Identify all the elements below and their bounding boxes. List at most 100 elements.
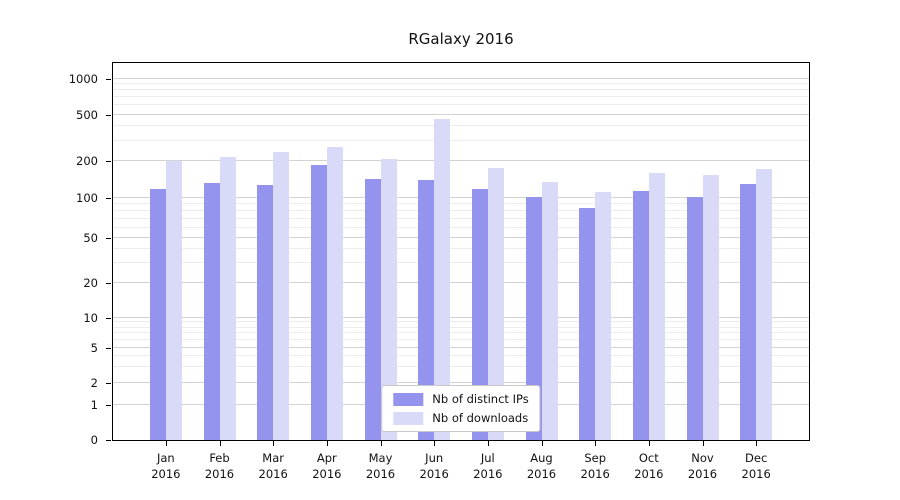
bar-downloads-jan bbox=[165, 161, 182, 440]
legend-item-downloads: Nb of downloads bbox=[393, 411, 528, 425]
bar-distinct-ips-dec bbox=[740, 184, 757, 440]
bar-downloads-aug bbox=[541, 182, 558, 440]
bar-downloads-may bbox=[380, 158, 397, 440]
ytick-mark bbox=[106, 198, 111, 200]
chart-title: RGalaxy 2016 bbox=[408, 30, 514, 48]
gridline-minor bbox=[113, 366, 809, 368]
legend-item-distinct-ips: Nb of distinct IPs bbox=[393, 392, 529, 406]
bar-distinct-ips-jun bbox=[418, 179, 435, 440]
ytick-label-10: 10 bbox=[83, 310, 98, 325]
gridline-minor bbox=[113, 217, 809, 219]
gridline-major bbox=[113, 381, 809, 383]
ytick-mark bbox=[106, 282, 111, 284]
gridline-minor bbox=[113, 139, 809, 141]
xtick-mark bbox=[487, 441, 489, 446]
xtick-label-sep: Sep 2016 bbox=[580, 451, 610, 481]
ytick-mark bbox=[106, 317, 111, 319]
ytick-label-20: 20 bbox=[83, 275, 98, 290]
bar-distinct-ips-may bbox=[364, 179, 381, 440]
bar-distinct-ips-nov bbox=[686, 196, 703, 440]
ytick-label-5: 5 bbox=[90, 341, 98, 355]
xtick-mark bbox=[326, 441, 328, 446]
xtick-label-may: May 2016 bbox=[365, 451, 396, 481]
bar-distinct-ips-aug bbox=[525, 196, 542, 440]
xtick-mark bbox=[273, 441, 275, 446]
bar-downloads-nov bbox=[702, 174, 719, 440]
gridline-major bbox=[113, 316, 809, 318]
gridline-minor bbox=[113, 125, 809, 127]
bar-downloads-jun bbox=[434, 119, 451, 440]
ytick-mark bbox=[106, 78, 111, 80]
gridline-major bbox=[113, 236, 809, 238]
xtick-mark bbox=[756, 441, 758, 446]
ytick-label-100: 100 bbox=[76, 191, 98, 206]
ytick-label-50: 50 bbox=[83, 230, 98, 245]
bar-distinct-ips-sep bbox=[579, 207, 596, 440]
bar-distinct-ips-apr bbox=[310, 165, 327, 440]
gridline-minor bbox=[113, 321, 809, 323]
bar-downloads-oct bbox=[648, 173, 665, 440]
ytick-mark bbox=[106, 114, 111, 116]
legend-label-downloads: Nb of downloads bbox=[432, 411, 529, 425]
xtick-mark bbox=[702, 441, 704, 446]
xtick-mark bbox=[434, 441, 436, 446]
gridline-minor bbox=[113, 210, 809, 212]
gridline-minor bbox=[113, 247, 809, 249]
xtick-label-oct: Oct 2016 bbox=[634, 451, 664, 481]
y-axis: 0 1 2 5 10 20 50 100 200 500 1000 bbox=[0, 63, 112, 447]
gridline-minor bbox=[113, 203, 809, 205]
x-axis: Jan 2016 Feb 2016 Mar 2016 Apr 2016 May 2016 Jun 20… bbox=[113, 441, 809, 496]
ytick-label-1: 1 bbox=[90, 397, 98, 412]
xtick-label-feb: Feb 2016 bbox=[204, 451, 235, 481]
gridline-minor bbox=[113, 226, 809, 228]
xtick-mark bbox=[165, 441, 167, 446]
bar-downloads-jul bbox=[487, 168, 504, 440]
ytick-label-1000: 1000 bbox=[68, 71, 98, 86]
gridline-minor bbox=[113, 332, 809, 334]
gridline-major bbox=[113, 113, 809, 115]
bar-downloads-dec bbox=[756, 169, 773, 440]
gridline-minor bbox=[113, 89, 809, 91]
xtick-label-dec: Dec 2016 bbox=[741, 451, 771, 481]
bar-downloads-mar bbox=[273, 151, 290, 440]
bar-downloads-sep bbox=[595, 191, 612, 440]
gridline-minor bbox=[113, 339, 809, 341]
gridline-minor bbox=[113, 326, 809, 328]
ytick-label-0: 0 bbox=[90, 433, 98, 447]
xtick-label-nov: Nov 2016 bbox=[687, 451, 718, 481]
ytick-mark bbox=[106, 440, 111, 441]
bar-layer bbox=[113, 63, 809, 440]
xtick-label-apr: Apr 2016 bbox=[312, 451, 342, 481]
ytick-mark bbox=[106, 382, 111, 384]
legend-swatch-distinct-ips bbox=[393, 392, 424, 406]
gridline-major bbox=[113, 160, 809, 162]
bar-distinct-ips-feb bbox=[203, 183, 220, 440]
gridline-major bbox=[113, 77, 809, 79]
gridline-major bbox=[113, 197, 809, 199]
gridline-major bbox=[113, 347, 809, 349]
xtick-label-jun: Jun 2016 bbox=[419, 451, 449, 481]
bar-downloads-apr bbox=[326, 146, 343, 440]
xtick-label-mar: Mar 2016 bbox=[258, 451, 288, 481]
ytick-label-2: 2 bbox=[90, 375, 98, 390]
gridline-minor bbox=[113, 104, 809, 106]
ytick-mark bbox=[106, 348, 111, 349]
ytick-mark bbox=[106, 237, 111, 239]
xtick-mark bbox=[380, 441, 382, 446]
legend-label-distinct-ips: Nb of distinct IPs bbox=[432, 392, 529, 406]
bar-distinct-ips-mar bbox=[257, 185, 274, 440]
gridline-minor bbox=[113, 83, 809, 85]
bar-distinct-ips-jan bbox=[149, 189, 166, 440]
legend: Nb of distinct IPs Nb of downloads bbox=[381, 385, 541, 432]
bar-distinct-ips-oct bbox=[632, 191, 649, 440]
ytick-label-500: 500 bbox=[76, 107, 98, 122]
gridline-major bbox=[113, 281, 809, 283]
plot-area: Nb of distinct IPs Nb of downloads bbox=[112, 62, 810, 441]
ytick-mark bbox=[106, 404, 111, 406]
xtick-mark bbox=[648, 441, 650, 446]
legend-swatch-downloads bbox=[393, 411, 424, 425]
xtick-label-aug: Aug 2016 bbox=[526, 451, 557, 481]
xtick-mark bbox=[595, 441, 597, 446]
ytick-mark bbox=[106, 161, 111, 163]
